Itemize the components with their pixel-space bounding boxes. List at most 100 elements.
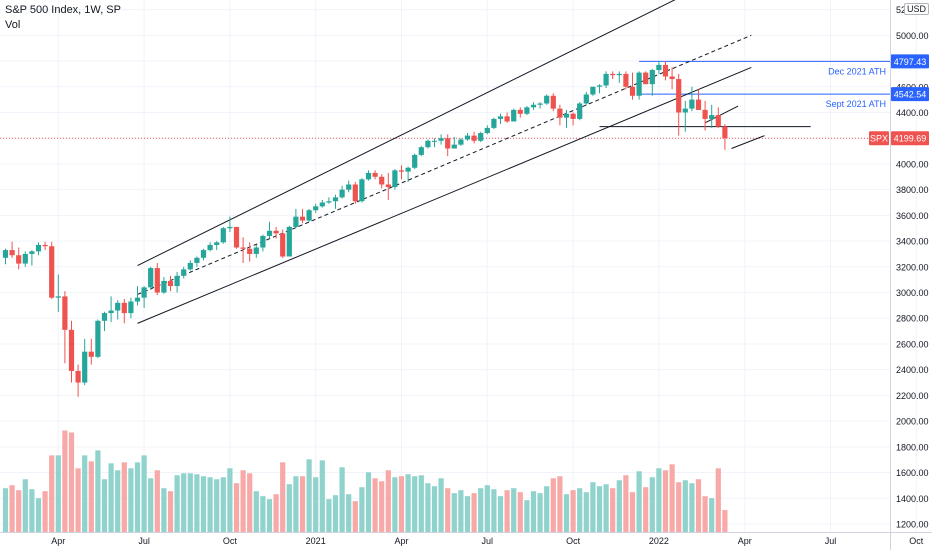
volume-bar xyxy=(372,478,378,532)
volume-bar xyxy=(2,488,9,532)
candle xyxy=(570,112,576,126)
candle-body xyxy=(570,113,576,119)
volume-bar xyxy=(273,494,279,532)
candle xyxy=(511,108,517,122)
candle xyxy=(372,170,378,180)
candle xyxy=(392,169,398,190)
price-tick-label: 4000.00 xyxy=(896,159,929,169)
volume-bar xyxy=(42,491,48,532)
time-axis[interactable]: AprJulOct2021AprJulOct2022AprJulOct2023 xyxy=(0,532,932,547)
time-tick-label: Apr xyxy=(738,536,752,546)
volume-bar xyxy=(649,477,655,532)
volume-bar xyxy=(280,462,286,532)
price-tick-label: 4400.00 xyxy=(896,108,929,118)
candle xyxy=(181,266,187,279)
volume-bar xyxy=(68,432,75,532)
candle xyxy=(398,165,405,180)
candle xyxy=(326,197,332,204)
candle-body xyxy=(511,109,517,122)
volume-bar xyxy=(115,470,121,532)
volume-bar xyxy=(563,494,570,532)
volume-bar xyxy=(478,488,484,532)
time-tick-label: 2021 xyxy=(306,536,326,546)
candle xyxy=(42,241,48,251)
candle xyxy=(557,104,563,126)
candle-body xyxy=(425,140,431,148)
volume-bar xyxy=(55,455,61,532)
price-tags: 4797.43 4542.54 4199.69 SPX xyxy=(869,54,929,146)
volume-bar xyxy=(504,490,510,532)
price-tick-label: 3600.00 xyxy=(896,211,929,221)
volume-bar xyxy=(676,482,682,532)
candle-body xyxy=(359,179,365,202)
candle-body xyxy=(306,210,312,221)
volume-bar xyxy=(359,487,365,532)
candle-body xyxy=(286,226,292,257)
time-tick-label: 2022 xyxy=(649,536,669,546)
candle-body xyxy=(669,76,675,80)
candle xyxy=(154,262,160,296)
volume-bar xyxy=(214,479,220,532)
price-level-label: Sept 2021 ATH xyxy=(826,99,886,109)
volume-bar xyxy=(339,467,345,532)
volume-bar xyxy=(517,492,523,532)
volume-bar xyxy=(365,472,372,532)
volume-bar xyxy=(669,464,675,532)
candle-body xyxy=(220,228,226,243)
price-tick-label: 1800.00 xyxy=(896,442,929,452)
currency-button[interactable]: USD xyxy=(904,3,930,15)
candle xyxy=(227,216,233,233)
candle-body xyxy=(590,86,596,95)
price-tick-label: 2200.00 xyxy=(896,391,929,401)
candle xyxy=(214,241,220,251)
price-tick-label: 2800.00 xyxy=(896,314,929,324)
candle-body xyxy=(22,253,28,264)
volume-bar xyxy=(141,455,147,532)
candle xyxy=(359,178,365,203)
candle-body xyxy=(491,118,497,128)
price-tick-label: 3400.00 xyxy=(896,237,929,247)
candle xyxy=(141,286,147,308)
candle-body xyxy=(695,99,702,110)
volume-bar xyxy=(550,478,556,532)
time-tick-label: Oct xyxy=(223,536,238,546)
volume-bar xyxy=(299,476,306,532)
volume-bar xyxy=(332,495,339,532)
volume-bar xyxy=(128,468,134,532)
candle xyxy=(715,107,721,128)
price-tick-label: 2400.00 xyxy=(896,365,929,375)
candle xyxy=(293,208,299,229)
trendline xyxy=(137,34,752,295)
candle-body xyxy=(471,135,477,141)
candle-body xyxy=(167,280,174,287)
candle xyxy=(385,172,391,200)
volume-bar xyxy=(392,477,398,532)
volume-bar xyxy=(22,479,28,532)
candle xyxy=(128,297,134,319)
candle xyxy=(695,89,702,110)
candle-body xyxy=(464,135,471,140)
candle xyxy=(352,181,358,204)
volume-bar xyxy=(497,496,504,532)
candlesticks xyxy=(2,61,728,397)
trendline xyxy=(704,105,739,124)
candle xyxy=(517,107,523,118)
volume-bar xyxy=(385,470,391,532)
candle-body xyxy=(418,147,424,155)
candle-body xyxy=(88,351,94,357)
candle-body xyxy=(214,242,220,245)
symbol-tag: SPX xyxy=(870,134,888,144)
candle-body xyxy=(577,103,583,119)
candle xyxy=(319,199,325,208)
candle xyxy=(629,72,636,100)
price-tick-label: 3800.00 xyxy=(896,185,929,195)
volume-bar xyxy=(187,473,193,532)
candle xyxy=(346,180,352,193)
candle-body xyxy=(524,107,530,114)
price-axis[interactable]: 1200.00 1400.00 1600.00 1800.00 2000.00 2200.… xyxy=(890,0,929,550)
volume-bar xyxy=(95,450,101,532)
candle xyxy=(88,338,94,365)
volume-bar xyxy=(134,462,141,532)
candle xyxy=(148,266,154,290)
